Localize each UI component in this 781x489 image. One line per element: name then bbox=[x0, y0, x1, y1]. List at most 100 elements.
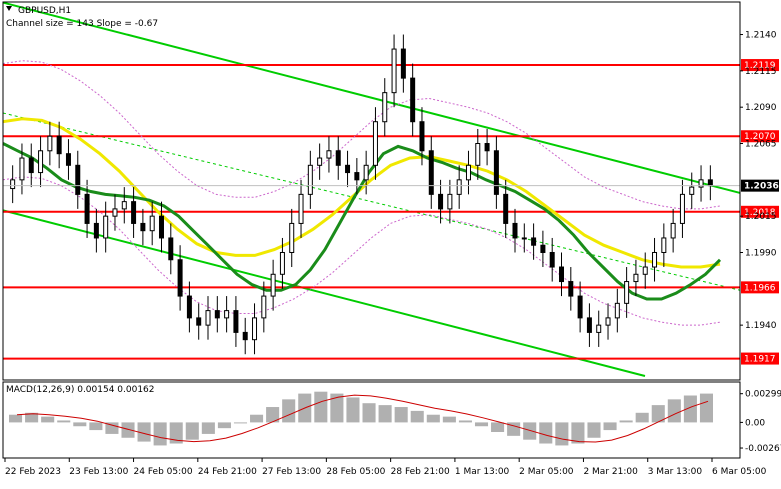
macd-bar bbox=[266, 407, 280, 423]
candle-body bbox=[289, 222, 295, 253]
macd-bar bbox=[587, 422, 601, 438]
x-tick-label: 3 Mar 13:00 bbox=[648, 467, 703, 477]
macd-bar bbox=[217, 422, 231, 429]
level-tag-label: 1.1966 bbox=[744, 283, 776, 293]
macd-tick-label: -0.00267 bbox=[745, 444, 781, 454]
macd-tick-label: 0.00299 bbox=[745, 390, 781, 400]
macd-bar bbox=[474, 422, 489, 427]
macd-bar bbox=[201, 422, 215, 434]
macd-bar bbox=[619, 420, 633, 423]
candle-body bbox=[531, 237, 537, 246]
candle-body bbox=[103, 215, 109, 239]
x-tick-label: 24 Feb 05:00 bbox=[134, 467, 193, 477]
candle-body bbox=[233, 310, 239, 333]
macd-bar bbox=[523, 422, 537, 440]
x-tick-label: 1 Mar 13:00 bbox=[455, 467, 510, 477]
macd-tick-label: 0.00 bbox=[745, 418, 765, 428]
macd-bar bbox=[603, 422, 617, 431]
dropdown-arrow-icon[interactable] bbox=[6, 6, 12, 11]
macd-bar bbox=[25, 412, 39, 423]
macd-bar bbox=[491, 422, 505, 432]
macd-signal-line bbox=[16, 394, 709, 443]
candle-body bbox=[196, 317, 202, 326]
candle-body bbox=[540, 244, 546, 253]
candle-body bbox=[121, 201, 127, 210]
macd-bar bbox=[555, 422, 569, 446]
macd-bar bbox=[394, 407, 408, 423]
macd-bar bbox=[330, 393, 344, 423]
candle-body bbox=[56, 135, 62, 155]
macd-bar bbox=[121, 422, 135, 438]
candle-body bbox=[577, 295, 583, 319]
candle-body bbox=[382, 92, 388, 123]
y-tick-label: 1.1990 bbox=[745, 248, 777, 258]
candle-body bbox=[252, 317, 258, 341]
macd-bar bbox=[378, 405, 392, 423]
candle-body bbox=[75, 164, 81, 195]
candle-body bbox=[568, 281, 574, 297]
channel-lower-line bbox=[2, 209, 646, 377]
candle-body bbox=[438, 193, 444, 210]
x-tick-label: 24 Feb 21:00 bbox=[198, 467, 257, 477]
candle-body bbox=[521, 237, 527, 240]
candle-body bbox=[670, 222, 676, 239]
macd-bar bbox=[9, 414, 23, 423]
candle-body bbox=[698, 179, 704, 188]
macd-bar bbox=[282, 399, 296, 423]
candle-body bbox=[335, 150, 341, 166]
macd-bar bbox=[539, 422, 553, 444]
macd-bar bbox=[442, 416, 456, 423]
macd-bar bbox=[410, 410, 424, 423]
candle-body bbox=[447, 193, 453, 210]
level-tag-label: 1.2119 bbox=[744, 61, 776, 71]
price-frame bbox=[2, 1, 741, 381]
candle-body bbox=[391, 48, 397, 94]
x-tick-label: 2 Mar 21:00 bbox=[583, 467, 638, 477]
macd-bar bbox=[137, 422, 151, 442]
candle-body bbox=[596, 324, 602, 333]
candle-body bbox=[140, 222, 146, 232]
bollinger-upper-line bbox=[2, 60, 721, 210]
y-tick-label: 1.2140 bbox=[745, 31, 777, 41]
candle-body bbox=[65, 153, 71, 166]
candle-body bbox=[38, 150, 44, 174]
macd-bar bbox=[667, 399, 681, 423]
candle-body bbox=[661, 237, 667, 253]
macd-bar bbox=[362, 403, 376, 423]
macd-label: MACD(12,26,9) 0.00154 0.00162 bbox=[6, 385, 155, 395]
candle-body bbox=[679, 193, 685, 224]
candle-body bbox=[559, 266, 565, 283]
ma-fast-line bbox=[2, 142, 722, 301]
level-tag bbox=[741, 130, 779, 143]
candle-body bbox=[428, 150, 434, 195]
candle-body bbox=[214, 310, 220, 319]
x-tick-label: 28 Feb 21:00 bbox=[391, 467, 450, 477]
y-tick-label: 1.2090 bbox=[745, 103, 777, 113]
candle-body bbox=[503, 193, 509, 224]
level-tag-label: 1.1917 bbox=[744, 355, 776, 365]
candle-body bbox=[410, 77, 416, 123]
candle-body bbox=[186, 295, 192, 319]
ma-slow-line bbox=[2, 117, 721, 269]
macd-bar bbox=[89, 422, 103, 431]
macd-bar bbox=[458, 420, 472, 423]
candle-body bbox=[605, 317, 611, 326]
level-tag-label: 1.2070 bbox=[744, 132, 776, 142]
macd-bar bbox=[153, 422, 167, 446]
candle-body bbox=[624, 281, 630, 304]
macd-bar bbox=[635, 412, 649, 423]
symbol-label: GBPUSD,H1 bbox=[18, 6, 71, 16]
candle-body bbox=[307, 164, 313, 195]
candle-body bbox=[475, 143, 481, 166]
candle-body bbox=[642, 266, 648, 275]
macd-bar bbox=[169, 422, 183, 444]
axes: 1.2119 1.2070 1.2018 1.1966 1.1917 1.2036 1.21… bbox=[2, 1, 781, 477]
candle-body bbox=[131, 201, 137, 224]
candle-body bbox=[354, 172, 360, 181]
candle-body bbox=[10, 179, 16, 190]
candle-body bbox=[326, 150, 332, 159]
candle-body bbox=[549, 251, 555, 268]
macd-bar bbox=[57, 420, 71, 423]
y-tick-label: 1.2115 bbox=[745, 67, 777, 77]
candle-body bbox=[19, 157, 25, 181]
